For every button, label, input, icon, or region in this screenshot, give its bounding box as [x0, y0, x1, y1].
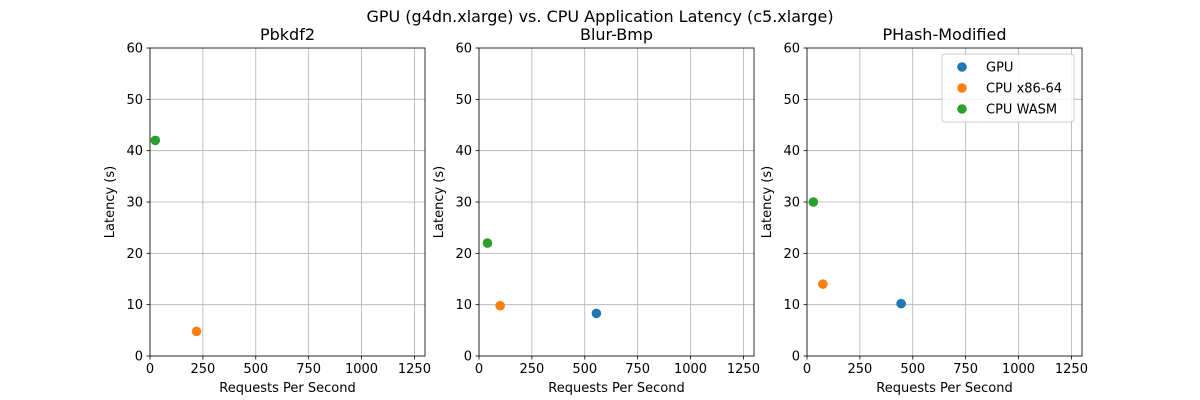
x-tick-label: 500 [572, 362, 597, 377]
subplot-title: Pbkdf2 [260, 25, 315, 44]
subplot-3: 0 250 500 750 1000 1250 0 10 20 30 40 50 60 PHash-Mod… [760, 25, 1088, 396]
y-tick-label: 50 [783, 93, 800, 108]
data-point-cpu-x86-64 [818, 279, 828, 289]
y-tick-label: 50 [455, 93, 472, 108]
data-point-cpu-x86-64 [495, 300, 505, 311]
x-tick-label: 500 [900, 362, 925, 377]
y-tick-label: 30 [783, 196, 800, 211]
y-axis-label: Latency (s) [103, 166, 118, 238]
data-point-cpu-wasm [150, 135, 161, 146]
y-axis-label: Latency (s) [432, 166, 447, 238]
data-point-gpu [896, 298, 906, 309]
y-tick-label: 40 [783, 144, 800, 159]
x-tick-label: 1250 [1055, 362, 1088, 377]
legend-label: CPU WASM [986, 103, 1057, 118]
y-tick-label: 50 [126, 93, 143, 108]
x-axis-label: Requests Per Second [548, 381, 684, 396]
y-tick-label: 30 [455, 196, 472, 211]
x-axis-label: Requests Per Second [876, 381, 1012, 396]
data-point-cpu-wasm [808, 197, 819, 207]
legend-label: CPU x86-64 [986, 82, 1062, 97]
x-tick-label: 1000 [674, 362, 707, 377]
y-tick-label: 10 [783, 298, 800, 313]
x-tick-label: 1250 [727, 362, 760, 377]
y-tick-label: 60 [783, 42, 800, 57]
subplot-title: PHash-Modified [882, 25, 1006, 44]
y-tick-label: 40 [455, 144, 472, 159]
x-tick-label: 250 [847, 362, 872, 377]
y-tick-label: 60 [126, 42, 143, 57]
x-tick-label: 250 [519, 362, 544, 377]
y-tick-label: 0 [135, 350, 143, 365]
data-point-cpu-wasm [482, 238, 493, 248]
figure-title: GPU (g4dn.xlarge) vs. CPU Application La… [366, 7, 833, 26]
legend-box [941, 53, 1075, 123]
x-tick-label: 0 [803, 362, 811, 377]
legend-marker-cpu-wasm [957, 104, 967, 114]
y-tick-label: 10 [455, 298, 472, 313]
subplots: 0 250 500 750 1000 12500102030405060Pbkdf2Req… [103, 25, 1088, 396]
y-tick-label: 20 [783, 247, 800, 262]
legend-label: GPU [986, 61, 1013, 76]
x-tick-label: 750 [953, 362, 978, 377]
y-axis-label: Latency (s) [760, 166, 775, 238]
x-tick-label: 750 [625, 362, 650, 377]
x-tick-label: 0 [475, 362, 483, 377]
legend: GPU CPU x86-64 CPU WASM [941, 53, 1075, 123]
x-tick-label: 1000 [345, 362, 378, 377]
y-tick-label: 40 [126, 144, 143, 159]
x-tick-label: 500 [243, 362, 268, 377]
y-tick-label: 0 [792, 350, 800, 365]
subplot-title: Blur-Bmp [580, 25, 653, 44]
x-tick-label: 250 [190, 362, 215, 377]
x-tick-label: 0 [146, 362, 154, 377]
x-tick-label: 1250 [398, 362, 431, 377]
y-tick-label: 60 [455, 42, 472, 57]
y-tick-label: 20 [126, 247, 143, 262]
y-tick-label: 0 [464, 350, 472, 365]
data-point-gpu [591, 308, 602, 319]
data-point-cpu-x86-64 [191, 326, 202, 337]
legend-marker-cpu-x86-64 [957, 83, 967, 93]
y-tick-label: 30 [126, 196, 143, 211]
x-tick-label: 1000 [1002, 362, 1035, 377]
legend-marker-gpu [957, 62, 967, 72]
x-axis-label: Requests Per Second [219, 381, 355, 396]
subplot-1: 0 250 500 750 1000 1250 0 10 20 30 40 50 60 Pbkdf2 Req… [103, 25, 431, 396]
subplot-2: 0 250 500 750 1000 1250 0 10 20 30 40 50 60 Blur-Bmp R… [432, 25, 760, 396]
x-tick-label: 750 [296, 362, 321, 377]
y-tick-label: 20 [455, 247, 472, 262]
y-tick-label: 10 [126, 298, 143, 313]
